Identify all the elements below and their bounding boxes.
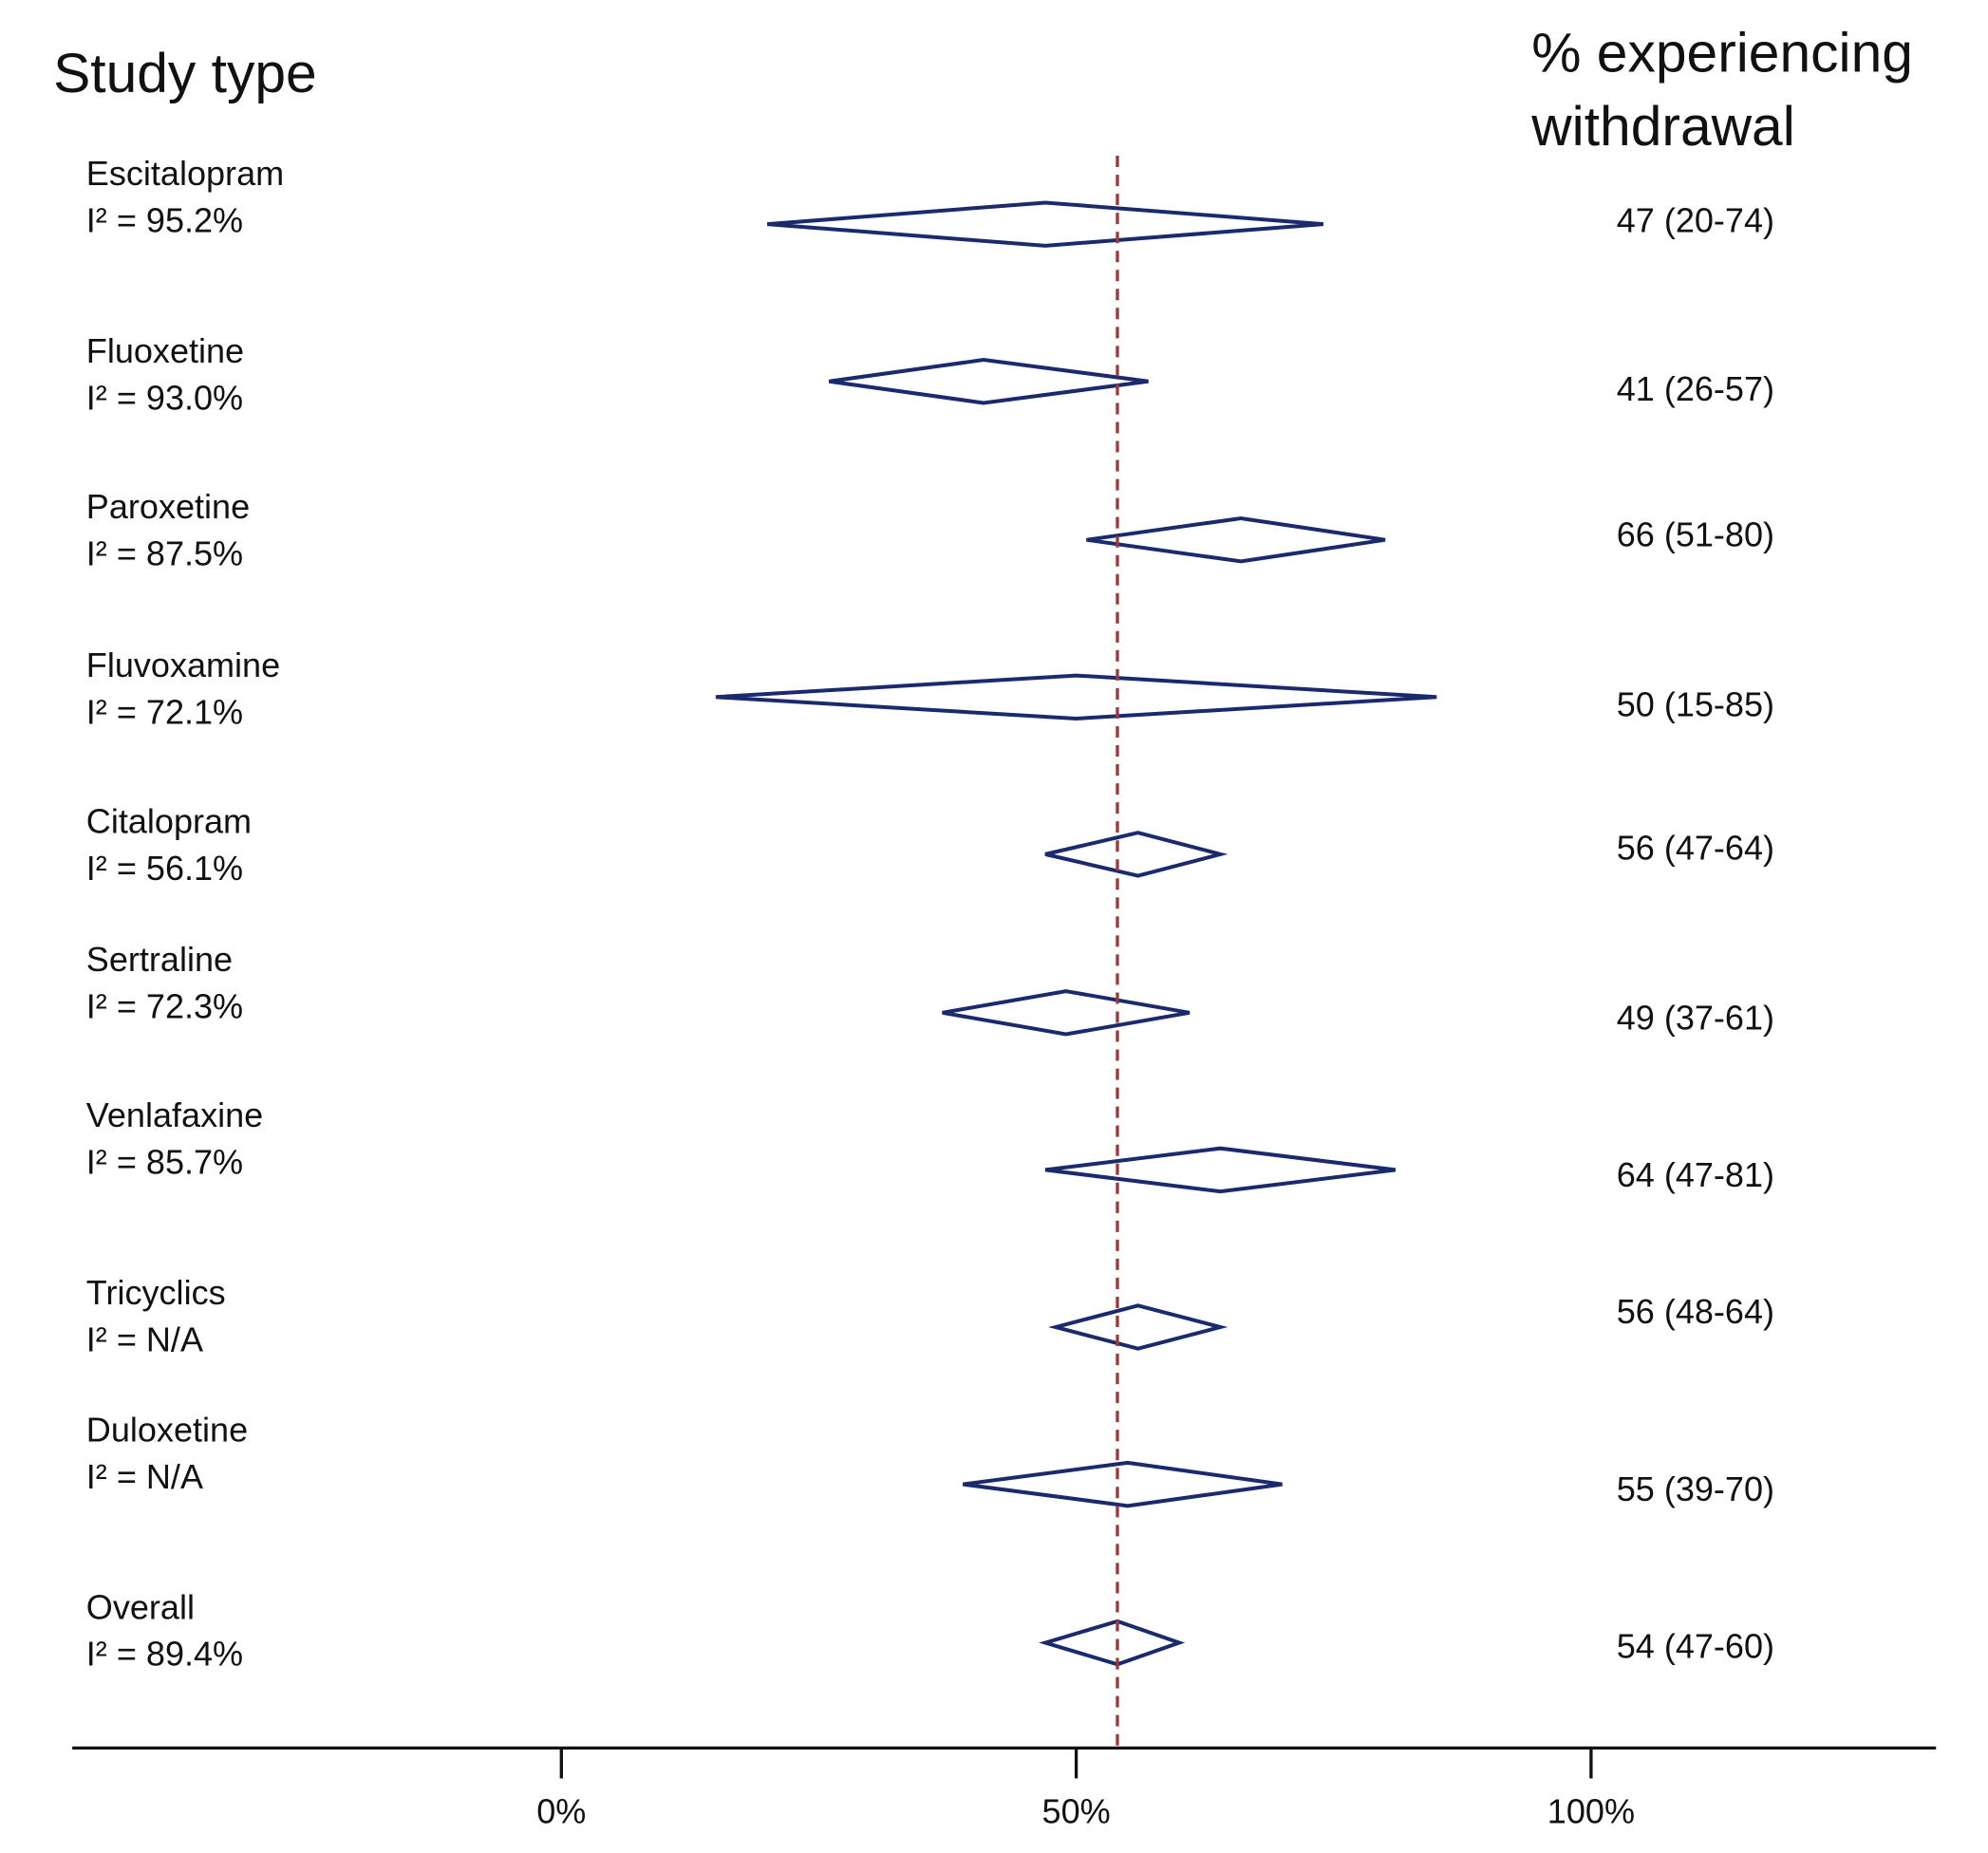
diamond xyxy=(942,989,1191,1037)
heterogeneity-label: I² = 89.4% xyxy=(86,1635,243,1674)
value-label: 56 (48-64) xyxy=(1617,1292,1774,1331)
category-label: Tricyclics xyxy=(86,1273,226,1312)
heterogeneity-label: I² = N/A xyxy=(86,1320,203,1359)
category-label: Fluoxetine xyxy=(86,331,244,370)
x-tick-label: 0% xyxy=(536,1791,586,1830)
diamond xyxy=(829,358,1149,405)
diamond xyxy=(1047,1303,1228,1351)
category-label: Duloxetine xyxy=(86,1410,248,1449)
heterogeneity-label: I² = 72.1% xyxy=(86,692,243,731)
heterogeneity-label: I² = 95.2% xyxy=(86,200,243,239)
category-label: Fluvoxamine xyxy=(86,646,280,684)
right-header: withdrawal xyxy=(1530,96,1795,158)
value-label: 41 (26-57) xyxy=(1617,369,1774,408)
value-label: 50 (15-85) xyxy=(1617,684,1774,723)
diamond xyxy=(1086,515,1386,564)
right-header: % experiencing xyxy=(1531,22,1913,84)
diamond xyxy=(767,200,1324,248)
x-tick-label: 100% xyxy=(1547,1791,1635,1830)
category-label: Citalopram xyxy=(86,801,252,840)
diamond xyxy=(715,673,1437,721)
category-label: Escitalopram xyxy=(86,154,284,193)
heterogeneity-label: I² = 87.5% xyxy=(86,534,243,573)
heterogeneity-label: I² = 56.1% xyxy=(86,849,243,888)
heterogeneity-label: I² = 72.3% xyxy=(86,986,243,1025)
diamond xyxy=(963,1460,1283,1508)
value-label: 55 (39-70) xyxy=(1617,1469,1774,1508)
value-label: 66 (51-80) xyxy=(1617,515,1774,554)
heterogeneity-label: I² = N/A xyxy=(86,1457,203,1496)
heterogeneity-label: I² = 93.0% xyxy=(86,378,243,417)
value-label: 54 (47-60) xyxy=(1617,1627,1774,1666)
value-label: 49 (37-61) xyxy=(1617,998,1774,1037)
left-header: Study type xyxy=(53,43,317,104)
category-label: Venlafaxine xyxy=(86,1095,263,1134)
category-label: Overall xyxy=(86,1587,195,1626)
diamond xyxy=(1039,1619,1186,1667)
category-label: Paroxetine xyxy=(86,487,250,526)
value-label: 47 (20-74) xyxy=(1617,200,1774,239)
diamond xyxy=(1044,1146,1397,1194)
value-label: 56 (47-64) xyxy=(1617,828,1774,867)
value-label: 64 (47-81) xyxy=(1617,1155,1774,1194)
diamond xyxy=(1044,831,1228,878)
x-tick-label: 50% xyxy=(1042,1791,1111,1830)
category-label: Sertraline xyxy=(86,940,233,979)
heterogeneity-label: I² = 85.7% xyxy=(86,1143,243,1182)
